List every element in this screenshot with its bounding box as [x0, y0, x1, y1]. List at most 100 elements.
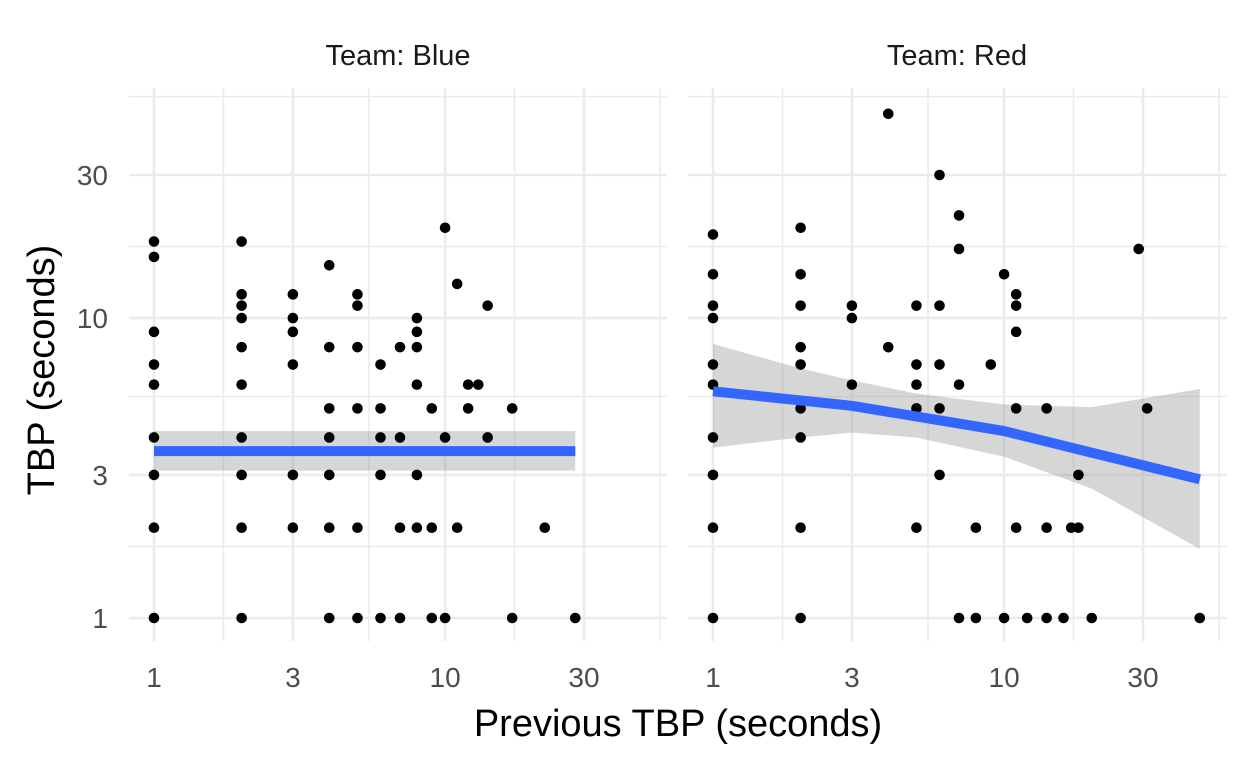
y-tick-label: 10: [77, 303, 108, 334]
fit-line: [712, 386, 1201, 485]
x-tick-label: 10: [430, 662, 461, 693]
data-point: [439, 612, 451, 624]
data-point: [707, 300, 719, 311]
data-point: [795, 432, 806, 443]
data-point: [998, 612, 1010, 624]
data-point: [1041, 522, 1052, 534]
data-point: [846, 312, 858, 324]
data-point: [323, 522, 335, 534]
data-point: [707, 359, 719, 370]
data-point: [411, 341, 423, 353]
data-point: [1073, 469, 1084, 481]
data-point: [375, 469, 386, 481]
data-point: [934, 403, 945, 414]
data-point: [472, 379, 484, 390]
gridlines: [129, 88, 667, 641]
data-point: [323, 403, 335, 414]
data-point: [287, 522, 299, 534]
points: [148, 222, 581, 624]
x-tick-label: 1: [705, 662, 721, 693]
panel-team-blue: Team: Blue: [129, 40, 667, 641]
data-point: [451, 522, 463, 534]
data-point: [236, 469, 247, 481]
data-point: [236, 289, 247, 300]
x-tick-label: 30: [1127, 662, 1158, 693]
data-point: [707, 432, 719, 443]
data-point: [1058, 612, 1069, 624]
data-point: [482, 300, 493, 311]
data-point: [236, 612, 247, 624]
data-point: [352, 403, 363, 414]
data-point: [707, 469, 719, 481]
data-point: [462, 403, 474, 414]
data-point: [539, 522, 551, 534]
data-point: [375, 612, 386, 624]
data-point: [934, 169, 945, 181]
x-axis-title: Previous TBP (seconds): [474, 703, 882, 745]
data-point: [953, 210, 965, 221]
data-point: [1194, 612, 1206, 624]
data-point: [352, 300, 363, 311]
data-point: [148, 612, 160, 624]
data-point: [795, 522, 806, 534]
data-point: [985, 359, 997, 370]
data-point: [1010, 300, 1022, 311]
data-point: [411, 469, 423, 481]
data-point: [287, 469, 299, 481]
data-point: [439, 222, 451, 234]
data-point: [287, 326, 299, 338]
data-point: [1141, 403, 1153, 414]
data-point: [148, 432, 160, 443]
data-point: [352, 522, 363, 534]
x-tick-label: 10: [989, 662, 1020, 693]
data-point: [911, 379, 922, 390]
x-tick-label: 30: [568, 662, 599, 693]
panel-team-red: Team: Red: [688, 40, 1227, 641]
data-point: [882, 341, 894, 353]
data-point: [411, 312, 423, 324]
data-point: [375, 432, 386, 443]
data-point: [795, 612, 806, 624]
data-point: [426, 522, 438, 534]
data-point: [148, 326, 160, 338]
data-point: [1010, 522, 1022, 534]
data-point: [394, 432, 406, 443]
data-point: [934, 300, 945, 311]
data-point: [1041, 612, 1052, 624]
x-tick-label: 3: [285, 662, 301, 693]
data-point: [323, 612, 335, 624]
data-point: [352, 612, 363, 624]
data-point: [375, 359, 386, 370]
data-point: [394, 341, 406, 353]
data-point: [846, 379, 858, 390]
data-point: [394, 612, 406, 624]
data-point: [352, 289, 363, 300]
data-point: [439, 432, 451, 443]
data-point: [1086, 612, 1098, 624]
data-point: [953, 612, 965, 624]
data-point: [911, 300, 922, 311]
y-tick-label: 30: [77, 160, 108, 191]
data-point: [236, 312, 247, 324]
data-point: [236, 379, 247, 390]
y-tick-label: 3: [92, 460, 108, 491]
data-point: [707, 522, 719, 534]
data-point: [795, 359, 806, 370]
data-point: [236, 236, 247, 247]
data-point: [1010, 403, 1022, 414]
data-point: [506, 403, 518, 414]
data-point: [795, 222, 806, 234]
data-point: [323, 341, 335, 353]
data-point: [970, 522, 982, 534]
data-point: [323, 432, 335, 443]
data-point: [707, 312, 719, 324]
data-point: [411, 326, 423, 338]
data-point: [236, 341, 247, 353]
data-point: [426, 612, 438, 624]
data-point: [569, 612, 581, 624]
data-point: [934, 359, 945, 370]
x-tick-label: 1: [146, 662, 162, 693]
data-point: [148, 251, 160, 263]
x-tick-label: 3: [844, 662, 860, 693]
